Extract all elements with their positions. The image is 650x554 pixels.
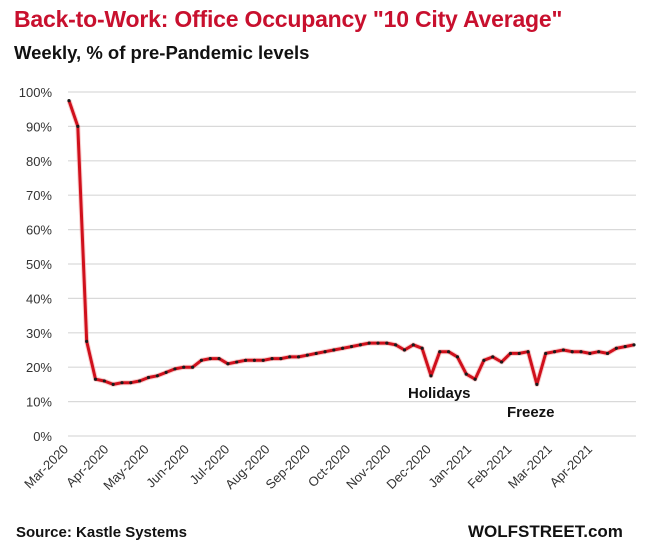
data-point-marker [535, 382, 539, 386]
y-tick-label: 70% [26, 188, 52, 203]
data-point-marker [146, 375, 151, 380]
data-point-marker [173, 367, 177, 371]
data-point-marker [102, 379, 106, 383]
data-point-marker [323, 350, 327, 354]
chart-title: Back-to-Work: Office Occupancy "10 City … [14, 6, 563, 32]
data-point-marker [129, 381, 133, 385]
data-point-marker [597, 350, 601, 354]
data-point-marker [570, 350, 574, 354]
data-point-marker [544, 351, 548, 356]
data-point-marker [499, 360, 504, 364]
data-point-marker [526, 350, 530, 354]
data-point-marker [296, 355, 301, 359]
data-point-marker [376, 341, 380, 345]
data-point-marker [270, 357, 274, 361]
data-point-marker [561, 348, 565, 352]
data-point-marker [341, 346, 345, 350]
data-point-marker [93, 377, 98, 381]
data-point-marker [190, 365, 195, 369]
data-point-marker [164, 370, 168, 374]
data-point-marker [552, 350, 557, 354]
data-point-marker [482, 358, 486, 362]
data-point-marker [261, 358, 265, 362]
x-tick-label: Dec-2020 [383, 442, 433, 492]
data-point-marker [447, 350, 451, 354]
y-tick-label: 20% [26, 360, 52, 375]
data-point-marker [67, 99, 71, 103]
data-point-marker [632, 343, 636, 347]
brand-watermark: WOLFSTREET.com [468, 522, 623, 541]
data-point-marker [429, 374, 433, 378]
data-point-marker [155, 374, 159, 378]
data-point-marker [349, 344, 354, 349]
data-point-marker [508, 351, 513, 356]
data-point-marker [332, 348, 336, 352]
data-point-marker [199, 358, 204, 362]
data-point-marker [491, 355, 495, 359]
annotations: Holidays Freeze [408, 385, 555, 421]
x-axis-labels: Mar-2020Apr-2020May-2020Jun-2020Jul-2020… [21, 442, 595, 493]
data-point-marker [438, 350, 442, 354]
y-tick-label: 90% [26, 119, 52, 134]
x-tick-label: Mar-2021 [505, 442, 555, 492]
data-point-marker [464, 372, 468, 376]
data-point-marker [288, 355, 292, 359]
data-point-marker [455, 355, 460, 359]
y-tick-label: 60% [26, 223, 52, 238]
data-point-marker [420, 346, 424, 350]
data-point-marker [305, 353, 309, 357]
data-point-marker [138, 379, 142, 383]
data-point-marker [235, 360, 239, 364]
x-tick-label: Apr-2021 [547, 442, 595, 490]
series-line [67, 100, 635, 386]
gridlines [68, 91, 636, 437]
data-point-marker [182, 365, 186, 369]
data-point-marker [402, 348, 407, 352]
data-point-marker [217, 357, 221, 361]
occupancy-series [66, 99, 636, 387]
source-credit: Source: Kastle Systems [16, 524, 187, 541]
y-tick-label: 0% [33, 429, 52, 444]
data-point-marker [85, 339, 89, 343]
y-tick-label: 40% [26, 291, 52, 306]
data-point-marker [279, 357, 283, 361]
y-tick-label: 50% [26, 257, 52, 272]
data-point-marker [411, 343, 415, 347]
data-point-marker [473, 377, 477, 381]
data-point-marker [385, 341, 389, 345]
data-point-marker [111, 382, 115, 386]
data-point-marker [579, 350, 583, 354]
annotation-freeze: Freeze [507, 404, 555, 421]
y-axis-labels: 0% 10% 20% 30% 40% 50% 60% 70% 80% 90% 100% [19, 85, 53, 444]
data-point-marker [120, 381, 124, 385]
annotation-holidays: Holidays [408, 385, 471, 402]
data-point-marker [614, 346, 618, 350]
data-point-marker [208, 357, 212, 361]
data-point-marker [517, 351, 521, 356]
data-point-marker [243, 358, 248, 362]
data-point-marker [76, 124, 80, 128]
x-tick-label: Mar-2020 [21, 442, 71, 492]
data-point-marker [394, 343, 398, 347]
data-point-marker [314, 351, 318, 356]
x-tick-label: Sep-2020 [262, 442, 312, 492]
chart-subtitle: Weekly, % of pre-Pandemic levels [14, 42, 310, 63]
data-point-marker [623, 344, 627, 349]
y-tick-label: 80% [26, 154, 52, 169]
data-point-marker [252, 358, 256, 362]
data-point-marker [367, 341, 371, 345]
data-point-marker [588, 351, 592, 356]
data-point-marker [358, 343, 362, 347]
x-tick-label: Jun-2020 [143, 442, 192, 491]
y-tick-label: 100% [19, 85, 53, 100]
data-point-marker [226, 362, 230, 366]
y-tick-label: 30% [26, 326, 52, 341]
data-point-marker [605, 351, 610, 356]
y-tick-label: 10% [26, 395, 52, 410]
